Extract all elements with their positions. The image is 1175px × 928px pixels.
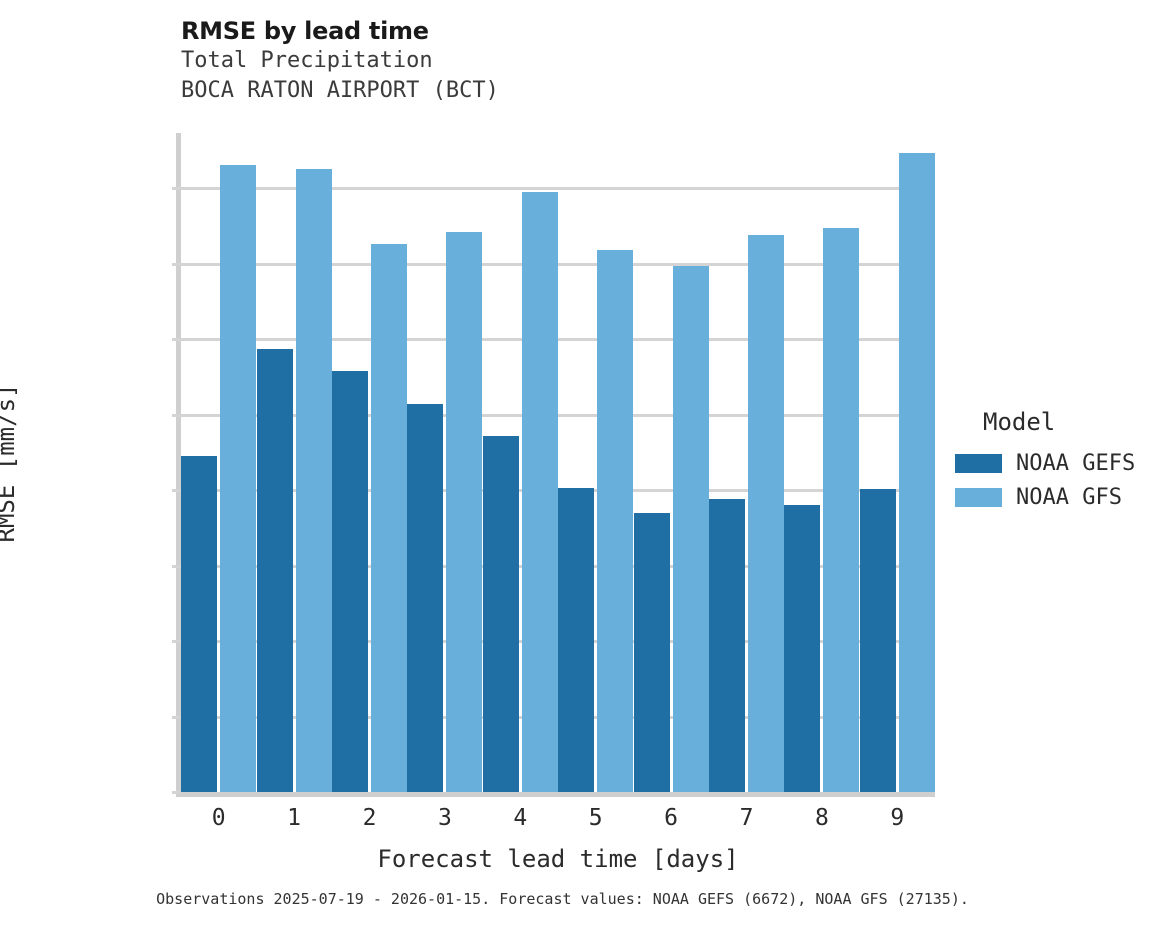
- bar[interactable]: [220, 165, 257, 792]
- bar[interactable]: [823, 228, 860, 792]
- legend-title: Model: [983, 408, 1056, 436]
- bar[interactable]: [482, 435, 519, 792]
- x-axis-line: [176, 792, 935, 797]
- bar[interactable]: [558, 487, 595, 792]
- bar[interactable]: [784, 505, 821, 792]
- legend-label: NOAA GFS: [1016, 484, 1122, 510]
- footer-note: Observations 2025-07-19 - 2026-01-15. Fo…: [156, 890, 969, 908]
- chart-subtitle: Total Precipitation: [181, 48, 433, 73]
- gridline: [181, 715, 935, 719]
- legend-swatch-icon: [955, 487, 1002, 507]
- bar[interactable]: [748, 234, 784, 792]
- y-axis-tick: [172, 791, 181, 794]
- gridline: [181, 413, 935, 417]
- legend: Model NOAA GEFS NOAA GFS: [955, 408, 1175, 514]
- y-axis-tick: [172, 489, 181, 493]
- gridline: [181, 564, 935, 568]
- legend-entry[interactable]: NOAA GFS: [955, 480, 1175, 514]
- chart-header: RMSE by lead time Total Precipitation BO…: [181, 16, 881, 106]
- plot-area: 0 1 2 3 4 5 6 7 8 9 Forecast lead time [days]: [172, 133, 935, 873]
- bar[interactable]: [446, 232, 483, 792]
- y-axis-tick: [172, 262, 181, 266]
- gridline: [181, 187, 935, 191]
- bar[interactable]: [407, 403, 444, 792]
- x-axis-title: Forecast lead time [days]: [377, 845, 739, 873]
- x-axis-tick-label: 5: [588, 805, 603, 831]
- gridline: [181, 338, 935, 342]
- y-axis-title-container: RMSE [mm/s]: [0, 133, 54, 792]
- x-axis-tick-label: 6: [664, 805, 679, 831]
- x-axis-tick-label: 0: [211, 805, 226, 831]
- y-axis-tick: [172, 338, 181, 342]
- bar[interactable]: [371, 244, 407, 792]
- bar[interactable]: [256, 349, 293, 792]
- bar[interactable]: [295, 169, 332, 792]
- legend-label: NOAA GEFS: [1016, 450, 1136, 476]
- bar[interactable]: [332, 370, 368, 792]
- bar[interactable]: [672, 266, 709, 792]
- bar[interactable]: [709, 499, 745, 792]
- y-axis-tick: [172, 413, 181, 417]
- x-axis-tick-label: 8: [814, 805, 829, 831]
- x-axis-tick-label: 7: [739, 805, 754, 831]
- x-axis-tick-label: 4: [513, 805, 528, 831]
- y-axis-tick: [172, 715, 181, 719]
- bar[interactable]: [898, 152, 935, 792]
- bar[interactable]: [859, 489, 896, 792]
- bar[interactable]: [633, 513, 670, 792]
- gridline: [181, 489, 935, 493]
- x-axis-tick-label: 2: [362, 805, 377, 831]
- y-axis-title: RMSE [mm/s]: [0, 383, 20, 543]
- legend-swatch-icon: [955, 453, 1002, 473]
- gridline: [181, 640, 935, 644]
- legend-entries: NOAA GEFS NOAA GFS: [955, 446, 1175, 514]
- x-axis-tick-label: 1: [287, 805, 302, 831]
- legend-entry[interactable]: NOAA GEFS: [955, 446, 1175, 480]
- gridline: [181, 262, 935, 266]
- y-axis-line: [176, 133, 181, 792]
- bar[interactable]: [597, 249, 634, 792]
- chart-location-label: BOCA RATON AIRPORT (BCT): [181, 78, 499, 103]
- x-axis-tick-label: 9: [890, 805, 905, 831]
- bar[interactable]: [521, 192, 558, 792]
- y-axis-tick: [172, 564, 181, 568]
- x-axis-tick-label: 3: [437, 805, 452, 831]
- bar[interactable]: [181, 455, 218, 792]
- y-axis-tick: [172, 640, 181, 644]
- y-axis-tick: [172, 187, 181, 191]
- page-title: RMSE by lead time: [181, 17, 429, 45]
